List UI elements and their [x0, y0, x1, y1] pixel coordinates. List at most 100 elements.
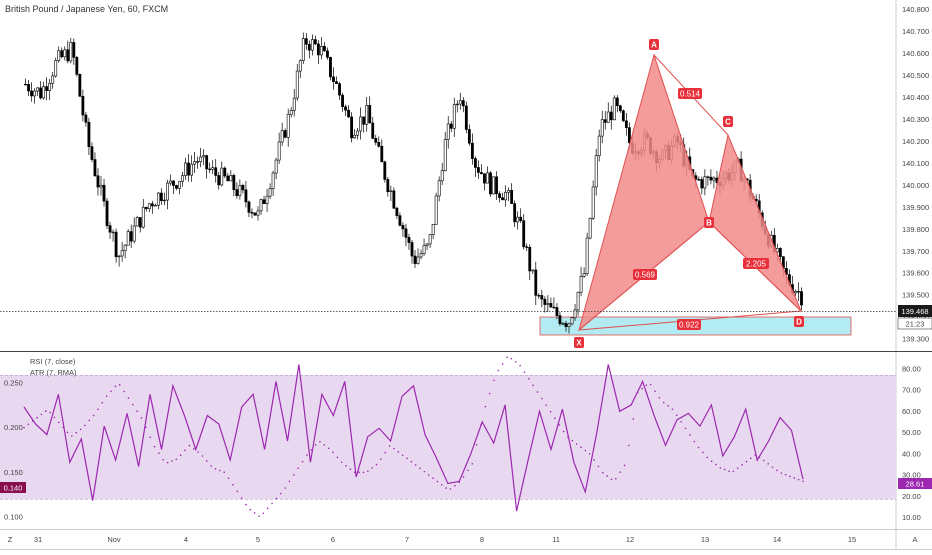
atr-point — [519, 364, 521, 367]
atr-point — [288, 480, 291, 483]
candle-down — [78, 74, 82, 97]
candle-up — [507, 189, 511, 193]
atr-point — [253, 512, 256, 514]
atr-point — [462, 476, 465, 478]
atr-point — [654, 390, 656, 392]
candle-up — [712, 177, 716, 181]
price-axis[interactable]: 140.800 140.700 140.600 140.500 140.400 140.3… — [902, 5, 929, 344]
atr-point — [532, 384, 534, 387]
candle-down — [105, 200, 109, 226]
atr-point — [301, 460, 304, 463]
candle-down — [461, 100, 465, 107]
candle-up — [443, 139, 447, 171]
candle-down — [800, 291, 803, 306]
atr-tick-label: 0.150 — [4, 468, 23, 477]
axis-corner-right[interactable]: A — [912, 535, 917, 544]
svg-text:B: B — [706, 219, 712, 228]
price-tick-label: 139.700 — [902, 247, 929, 256]
atr-point — [397, 451, 400, 453]
candle-up — [268, 188, 272, 197]
candle-up — [431, 224, 435, 235]
candle-up — [166, 182, 169, 201]
atr-point — [536, 391, 539, 393]
candle-down — [93, 159, 97, 177]
candle-down — [329, 57, 332, 78]
atr-point — [384, 451, 387, 454]
candle-up — [516, 216, 520, 223]
candle-down — [401, 225, 405, 230]
atr-point — [658, 396, 661, 399]
candle-up — [585, 237, 589, 274]
rsi-tick-label: 10.00 — [902, 513, 921, 522]
candle-down — [208, 168, 212, 171]
candle-up — [546, 303, 550, 305]
atr-point — [541, 397, 543, 400]
candle-up — [428, 234, 432, 245]
atr-point — [789, 475, 791, 478]
atr-point — [314, 444, 317, 446]
candle-up — [147, 203, 151, 210]
candle-up — [573, 309, 577, 318]
atr-point — [454, 484, 456, 487]
candle-up — [561, 323, 565, 325]
atr-point — [597, 465, 600, 468]
candle-down — [350, 116, 354, 139]
time-axis[interactable]: 31 Nov 4 5 6 7 8 11 12 13 14 15 — [34, 535, 856, 544]
candle-up — [594, 155, 598, 188]
time-tick-label: 15 — [848, 535, 856, 544]
candle-down — [398, 215, 402, 226]
ratio-label-xd: 0.922 — [677, 319, 701, 330]
atr-point — [802, 480, 804, 483]
candle-up — [588, 217, 592, 239]
indicator-panel[interactable] — [0, 356, 896, 518]
candle-down — [172, 180, 175, 186]
atr-point — [214, 468, 217, 470]
candle-down — [501, 197, 504, 201]
atr-point — [706, 456, 709, 459]
candles-layer — [24, 32, 803, 334]
candle-down — [537, 295, 541, 297]
atr-point — [336, 456, 339, 459]
svg-text:0.569: 0.569 — [635, 271, 656, 280]
atr-point — [719, 466, 722, 469]
atr-point — [358, 471, 360, 474]
candle-down — [60, 50, 64, 58]
atr-point — [723, 468, 726, 471]
atr-point — [610, 478, 613, 481]
candle-up — [117, 255, 121, 258]
candle-up — [295, 70, 299, 99]
atr-point — [362, 471, 365, 474]
candle-down — [187, 162, 190, 176]
price-panel[interactable] — [0, 0, 896, 351]
candle-up — [190, 163, 193, 176]
atr-point — [523, 371, 526, 373]
atr-point — [432, 477, 434, 480]
candle-down — [383, 161, 387, 180]
time-tick-label: 8 — [480, 535, 484, 544]
candle-down — [564, 323, 568, 327]
atr-point — [297, 467, 299, 470]
candle-up — [319, 45, 323, 56]
axis-corner-left[interactable]: Z — [8, 535, 13, 544]
candle-up — [359, 116, 363, 132]
atr-point — [171, 460, 173, 462]
candle-up — [178, 181, 181, 189]
candle-down — [75, 57, 79, 75]
atr-point — [606, 475, 608, 477]
candle-down — [609, 111, 613, 121]
atr-point — [710, 460, 713, 462]
atr-point — [219, 469, 221, 472]
candle-down — [778, 248, 782, 257]
candle-down — [205, 155, 209, 170]
atr-point — [593, 459, 595, 461]
candle-down — [449, 123, 453, 129]
candle-up — [181, 175, 184, 182]
candle-up — [292, 97, 296, 111]
atr-point — [649, 383, 652, 386]
candle-down — [480, 172, 483, 174]
atr-point — [497, 369, 500, 372]
atr-point — [471, 462, 474, 465]
svg-text:D: D — [796, 318, 802, 327]
atr-point — [284, 487, 286, 489]
